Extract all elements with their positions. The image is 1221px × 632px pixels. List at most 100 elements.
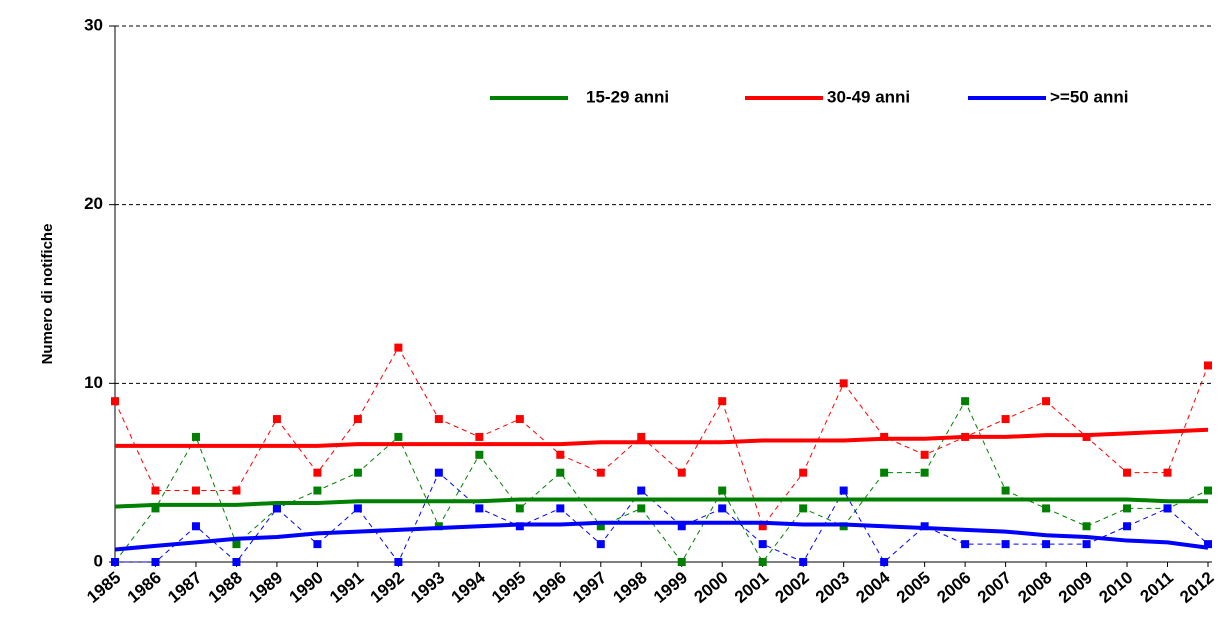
legend-label: 15-29 anni xyxy=(586,87,669,106)
trend-line xyxy=(114,520,1209,552)
x-tick-label: 2010 xyxy=(1095,568,1136,607)
data-point xyxy=(353,415,362,424)
data-point xyxy=(880,558,889,566)
data-point xyxy=(1204,486,1212,495)
x-tick-label: 2001 xyxy=(731,568,772,607)
x-tick-label: 1991 xyxy=(326,568,367,607)
data-point xyxy=(232,486,241,495)
data-point xyxy=(1042,397,1051,406)
data-point xyxy=(920,468,929,477)
x-tick-label: 2002 xyxy=(771,568,812,607)
y-tick-label: 10 xyxy=(84,373,103,392)
data-point xyxy=(799,504,808,513)
y-tick-label: 0 xyxy=(94,551,103,570)
data-point xyxy=(839,486,848,495)
x-tick-label: 1985 xyxy=(83,568,124,607)
data-point xyxy=(637,504,646,513)
data-point xyxy=(961,540,970,549)
x-tick-label: 1995 xyxy=(488,568,529,607)
data-point xyxy=(596,540,605,549)
x-tick-label: 2008 xyxy=(1014,568,1055,607)
x-tick-label: 1994 xyxy=(448,568,490,607)
data-point xyxy=(475,504,484,513)
data-point xyxy=(1082,540,1091,549)
data-point xyxy=(596,522,605,531)
x-tick-label: 1986 xyxy=(124,568,165,607)
data-line xyxy=(115,471,1209,563)
data-point xyxy=(556,468,565,477)
data-point xyxy=(1042,504,1051,513)
x-tick-label: 1992 xyxy=(367,568,408,607)
x-tick-label: 1993 xyxy=(407,568,448,607)
x-tick-label: 2005 xyxy=(893,568,934,607)
data-point xyxy=(799,468,808,477)
x-tick-label: 1999 xyxy=(650,568,691,607)
y-tick-label: 20 xyxy=(84,194,103,213)
data-point xyxy=(353,504,362,513)
trend-line xyxy=(115,427,1209,448)
data-point xyxy=(1204,540,1212,549)
data-point xyxy=(394,558,403,566)
data-point xyxy=(111,397,119,406)
x-tick-label: 2012 xyxy=(1176,568,1217,607)
data-point xyxy=(637,432,646,441)
trend-line xyxy=(114,497,1208,509)
data-point xyxy=(191,522,200,531)
legend-label: 30-49 anni xyxy=(827,87,910,106)
y-axis-label: Numero di notifiche xyxy=(39,224,56,365)
data-point xyxy=(434,415,443,424)
x-tick-label: 1988 xyxy=(205,568,246,607)
x-tick-label: 2007 xyxy=(974,568,1015,607)
data-point xyxy=(1001,415,1010,424)
y-tick-label: 30 xyxy=(84,15,103,34)
data-point xyxy=(677,522,686,531)
data-point xyxy=(475,432,484,441)
x-tick-label: 2011 xyxy=(1136,568,1176,606)
data-point xyxy=(1123,468,1132,477)
data-point xyxy=(1123,522,1132,531)
data-point xyxy=(758,558,767,566)
x-tick-label: 2003 xyxy=(812,568,853,607)
data-point xyxy=(1123,504,1132,513)
data-point xyxy=(920,450,929,459)
x-tick-label: 2000 xyxy=(690,568,731,607)
data-point xyxy=(1163,468,1172,477)
data-point xyxy=(1082,522,1091,531)
data-point xyxy=(596,468,605,477)
x-tick-label: 1987 xyxy=(164,568,205,607)
x-tick-label: 2006 xyxy=(933,568,974,607)
data-point xyxy=(1042,540,1051,549)
data-point xyxy=(353,468,362,477)
data-point xyxy=(556,450,565,459)
data-point xyxy=(272,504,281,513)
data-point xyxy=(151,504,160,513)
data-point xyxy=(1163,504,1172,513)
data-point xyxy=(556,504,565,513)
data-point xyxy=(313,468,322,477)
x-tick-label: 1997 xyxy=(569,568,610,607)
data-point xyxy=(718,486,727,495)
data-point xyxy=(434,468,443,477)
data-point xyxy=(475,450,484,459)
x-tick-label: 1989 xyxy=(245,568,286,607)
x-tick-label: 1990 xyxy=(286,568,327,607)
data-point xyxy=(677,468,686,477)
data-point xyxy=(151,486,160,495)
data-point xyxy=(272,415,281,424)
x-tick-label: 2009 xyxy=(1055,568,1096,607)
legend-label: >=50 anni xyxy=(1050,87,1128,106)
data-point xyxy=(394,432,403,441)
data-point xyxy=(232,540,241,549)
data-point xyxy=(718,504,727,513)
x-tick-label: 1998 xyxy=(610,568,651,607)
data-point xyxy=(313,486,322,495)
data-point xyxy=(1001,486,1010,495)
data-point xyxy=(515,415,524,424)
data-point xyxy=(637,486,646,495)
x-tick-label: 2004 xyxy=(852,568,894,607)
data-point xyxy=(394,343,403,352)
data-point xyxy=(839,379,848,388)
data-point xyxy=(961,397,970,406)
data-point xyxy=(758,540,767,549)
